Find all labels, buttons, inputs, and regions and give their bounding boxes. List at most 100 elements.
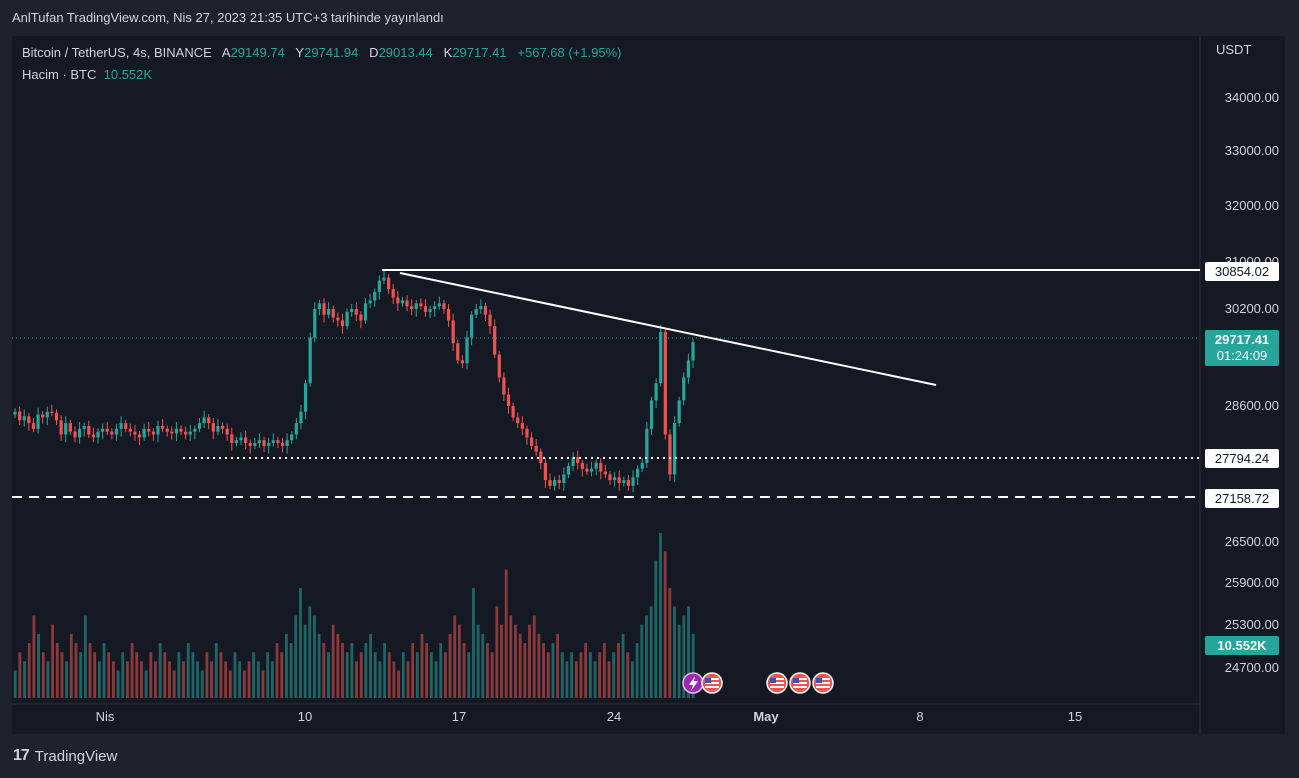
candle-body[interactable]	[211, 423, 215, 432]
candle-body[interactable]	[137, 434, 142, 438]
candle-body[interactable]	[594, 463, 598, 469]
candle-body[interactable]	[562, 474, 566, 483]
candle-body[interactable]	[285, 440, 289, 446]
candle-body[interactable]	[483, 306, 488, 315]
candle-body[interactable]	[386, 277, 391, 290]
candle-body[interactable]	[184, 431, 188, 435]
candle-body[interactable]	[465, 337, 469, 364]
candle-body[interactable]	[41, 414, 45, 418]
candle-body[interactable]	[405, 300, 409, 307]
candle-body[interactable]	[636, 468, 640, 478]
candle-body[interactable]	[631, 477, 635, 486]
candle-body[interactable]	[96, 431, 100, 438]
candle-body[interactable]	[59, 420, 63, 435]
candle-body[interactable]	[525, 428, 529, 438]
candle-body[interactable]	[133, 431, 137, 435]
candle-body[interactable]	[230, 434, 234, 444]
candle-body[interactable]	[539, 451, 543, 464]
candle-body[interactable]	[534, 445, 538, 452]
candle-body[interactable]	[410, 306, 414, 310]
candle-body[interactable]	[442, 303, 446, 310]
currency-label[interactable]: USDT	[1216, 42, 1252, 57]
candle-body[interactable]	[110, 431, 114, 435]
candle-body[interactable]	[419, 303, 423, 307]
candle-body[interactable]	[576, 457, 580, 464]
candle-body[interactable]	[27, 416, 31, 424]
candle-body[interactable]	[340, 320, 345, 327]
candle-body[interactable]	[54, 412, 59, 421]
candle-body[interactable]	[686, 360, 691, 378]
candle-body[interactable]	[294, 423, 298, 435]
candle-body[interactable]	[654, 383, 658, 401]
candle-body[interactable]	[548, 480, 552, 486]
candle-body[interactable]	[433, 306, 437, 310]
candle-body[interactable]	[303, 383, 308, 412]
candle-body[interactable]	[599, 463, 603, 472]
candle-body[interactable]	[672, 423, 677, 475]
candle-body[interactable]	[479, 306, 483, 310]
candle-body[interactable]	[377, 280, 381, 292]
candle-body[interactable]	[382, 277, 386, 281]
candle-body[interactable]	[101, 428, 105, 432]
candle-body[interactable]	[414, 303, 418, 310]
candle-body[interactable]	[313, 309, 317, 338]
candle-body[interactable]	[603, 471, 607, 475]
candle-body[interactable]	[437, 303, 441, 307]
volume-label[interactable]: Hacim · BTC	[22, 67, 97, 82]
candle-body[interactable]	[571, 457, 575, 466]
candle-body[interactable]	[202, 417, 206, 424]
candle-body[interactable]	[87, 425, 91, 435]
candle-body[interactable]	[511, 406, 515, 418]
candle-body[interactable]	[520, 423, 524, 429]
candle-body[interactable]	[497, 354, 501, 378]
candle-body[interactable]	[451, 320, 455, 344]
candle-body[interactable]	[174, 428, 179, 434]
candle-body[interactable]	[345, 311, 349, 327]
candle-body[interactable]	[50, 411, 54, 413]
candle-body[interactable]	[257, 440, 262, 444]
candle-body[interactable]	[64, 423, 68, 435]
candle-body[interactable]	[493, 326, 497, 355]
candle-body[interactable]	[608, 474, 612, 481]
candle-body[interactable]	[179, 428, 183, 432]
candle-body[interactable]	[165, 428, 169, 432]
candle-body[interactable]	[622, 480, 626, 483]
candle-body[interactable]	[566, 465, 571, 475]
candle-body[interactable]	[170, 431, 174, 434]
candle-body[interactable]	[677, 400, 681, 424]
candle-body[interactable]	[151, 431, 155, 435]
candle-body[interactable]	[124, 423, 128, 429]
candle-body[interactable]	[322, 303, 326, 315]
candle-body[interactable]	[299, 411, 303, 424]
candle-body[interactable]	[543, 463, 548, 481]
candle-body[interactable]	[363, 303, 368, 321]
candle-body[interactable]	[22, 416, 26, 421]
candle-body[interactable]	[359, 314, 363, 321]
candle-body[interactable]	[193, 428, 197, 432]
candle-body[interactable]	[336, 317, 340, 321]
candle-body[interactable]	[488, 314, 492, 327]
candle-body[interactable]	[82, 425, 86, 429]
candle-body[interactable]	[220, 425, 225, 429]
candle-body[interactable]	[267, 443, 271, 446]
candle-body[interactable]	[423, 306, 428, 312]
candle-body[interactable]	[253, 443, 257, 446]
candle-body[interactable]	[553, 480, 557, 486]
candle-body[interactable]	[391, 289, 395, 298]
candle-body[interactable]	[506, 394, 511, 406]
candle-body[interactable]	[45, 411, 49, 418]
symbol-label[interactable]: Bitcoin / TetherUS, 4s, BINANCE	[22, 45, 212, 60]
candle-body[interactable]	[243, 437, 248, 444]
candle-body[interactable]	[327, 309, 331, 315]
candle-body[interactable]	[354, 309, 358, 315]
brand[interactable]: 17 TradingView	[13, 747, 117, 765]
candle-body[interactable]	[682, 377, 686, 401]
candle-body[interactable]	[396, 297, 400, 304]
candle-body[interactable]	[239, 437, 243, 441]
candle-body[interactable]	[207, 417, 211, 424]
candle-body[interactable]	[271, 440, 275, 444]
candle-body[interactable]	[350, 309, 354, 312]
candle-body[interactable]	[617, 477, 621, 483]
candle-body[interactable]	[147, 428, 151, 432]
